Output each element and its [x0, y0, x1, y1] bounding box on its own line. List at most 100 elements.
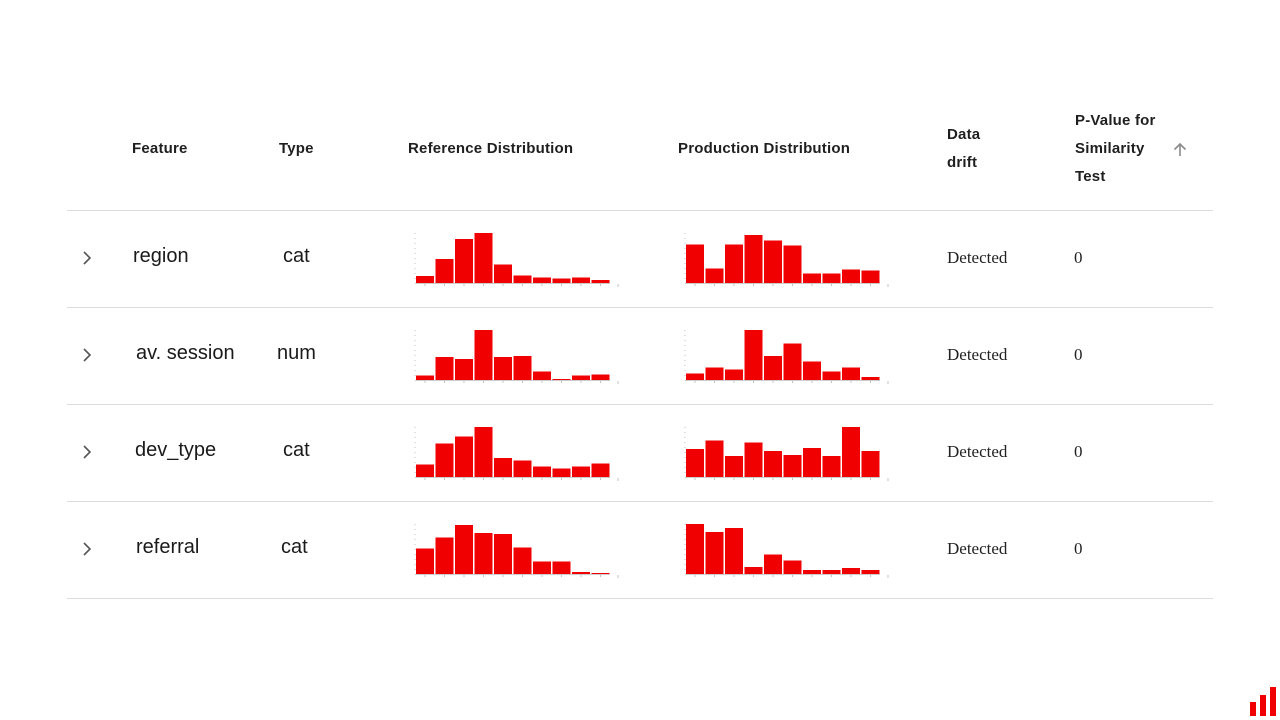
production-histogram [684, 427, 889, 481]
histogram-bar [803, 448, 821, 477]
histogram-bar [725, 528, 743, 574]
column-header-p-value-line2: Similarity [1075, 140, 1145, 157]
histogram-bar [744, 235, 763, 283]
histogram-bar [513, 460, 532, 477]
p-value: 0 [1074, 539, 1083, 558]
histogram-bar [591, 463, 610, 477]
histogram-bar [705, 367, 724, 380]
histogram-bar [552, 278, 571, 283]
table-row: region cat Detected 0 [67, 211, 1213, 308]
histogram-bar [803, 273, 821, 283]
histogram-bar [435, 259, 454, 283]
histogram-bar [513, 547, 532, 574]
histogram-bar [591, 374, 610, 380]
feature-name: region [133, 245, 189, 267]
histogram-bar [725, 456, 743, 477]
histogram-bar [783, 560, 802, 574]
chevron-right-icon[interactable] [79, 443, 95, 461]
column-header-production-distribution[interactable]: Production Distribution [678, 140, 851, 157]
histogram-bar [591, 280, 610, 283]
histogram-bar [513, 356, 532, 380]
table-row: dev_type cat Detected 0 [67, 405, 1213, 502]
histogram-bar [686, 524, 704, 574]
histogram-bar [435, 357, 454, 380]
histogram-bar [764, 554, 782, 574]
reference-histogram [414, 330, 619, 384]
histogram-bar [494, 458, 512, 477]
production-histogram [684, 524, 889, 578]
histogram-bar [744, 567, 763, 574]
histogram-bar [686, 373, 704, 380]
chevron-right-icon[interactable] [79, 249, 95, 267]
histogram-bar [572, 375, 590, 380]
histogram-bar [474, 330, 493, 380]
histogram-bar [552, 379, 571, 380]
feature-name: dev_type [135, 439, 217, 461]
histogram-bar [533, 277, 551, 283]
arrow-up-icon[interactable] [1170, 140, 1190, 160]
table-row: av. session num Detected 0 [67, 308, 1213, 405]
histogram-bar [474, 533, 493, 574]
reference-histogram [414, 233, 619, 287]
histogram-bar [435, 443, 454, 477]
histogram-bar [861, 570, 880, 574]
chevron-right-icon[interactable] [79, 540, 95, 558]
histogram-bar [552, 561, 571, 574]
histogram-bar [474, 427, 493, 477]
production-histogram [684, 233, 889, 287]
histogram-bar [435, 537, 454, 574]
column-header-p-value[interactable]: P-Value for Similarity Test [1075, 107, 1175, 191]
production-histogram [684, 330, 889, 384]
bar-chart-logo-icon [1250, 687, 1276, 716]
histogram-bar [842, 367, 860, 380]
feature-type: num [277, 342, 316, 364]
histogram-bar [803, 570, 821, 574]
histogram-bar [416, 548, 434, 574]
histogram-bar [455, 525, 473, 574]
histogram-bar [783, 245, 802, 283]
histogram-bar [803, 361, 821, 380]
histogram-bar [822, 371, 841, 380]
drift-status: Detected [947, 539, 1008, 558]
column-header-data-drift[interactable]: Data drift [947, 121, 997, 177]
table-header: Feature Type Reference Distribution Prod… [67, 100, 1213, 211]
histogram-bar [455, 359, 473, 380]
histogram-bar [861, 451, 880, 477]
histogram-bar [764, 240, 782, 283]
histogram-bar [533, 466, 551, 477]
feature-type: cat [281, 536, 308, 558]
histogram-bar [686, 449, 704, 477]
column-header-feature[interactable]: Feature [132, 140, 188, 157]
histogram-bar [705, 532, 724, 574]
table-row: referral cat Detected 0 [67, 502, 1213, 599]
reference-histogram [414, 524, 619, 578]
histogram-bar [552, 468, 571, 477]
drift-status: Detected [947, 248, 1008, 267]
histogram-bar [513, 275, 532, 283]
histogram-bar [822, 456, 841, 477]
column-header-reference-distribution[interactable]: Reference Distribution [408, 140, 574, 157]
chevron-right-icon[interactable] [79, 346, 95, 364]
p-value: 0 [1074, 442, 1083, 461]
histogram-bar [822, 273, 841, 283]
histogram-bar [686, 244, 704, 283]
histogram-bar [474, 233, 493, 283]
histogram-bar [416, 375, 434, 380]
p-value: 0 [1074, 248, 1083, 267]
histogram-bar [416, 464, 434, 477]
histogram-bar [842, 568, 860, 574]
histogram-bar [725, 369, 743, 380]
histogram-bar [744, 330, 763, 380]
feature-name: av. session [136, 342, 235, 364]
histogram-bar [705, 440, 724, 477]
histogram-bar [416, 276, 434, 283]
histogram-bar [725, 244, 743, 283]
histogram-bar [783, 455, 802, 477]
histogram-bar [822, 570, 841, 574]
p-value: 0 [1074, 345, 1083, 364]
column-header-p-value-line3: Test [1075, 168, 1106, 185]
column-header-type[interactable]: Type [279, 140, 314, 157]
histogram-bar [533, 371, 551, 380]
histogram-bar [572, 572, 590, 574]
histogram-bar [705, 268, 724, 283]
